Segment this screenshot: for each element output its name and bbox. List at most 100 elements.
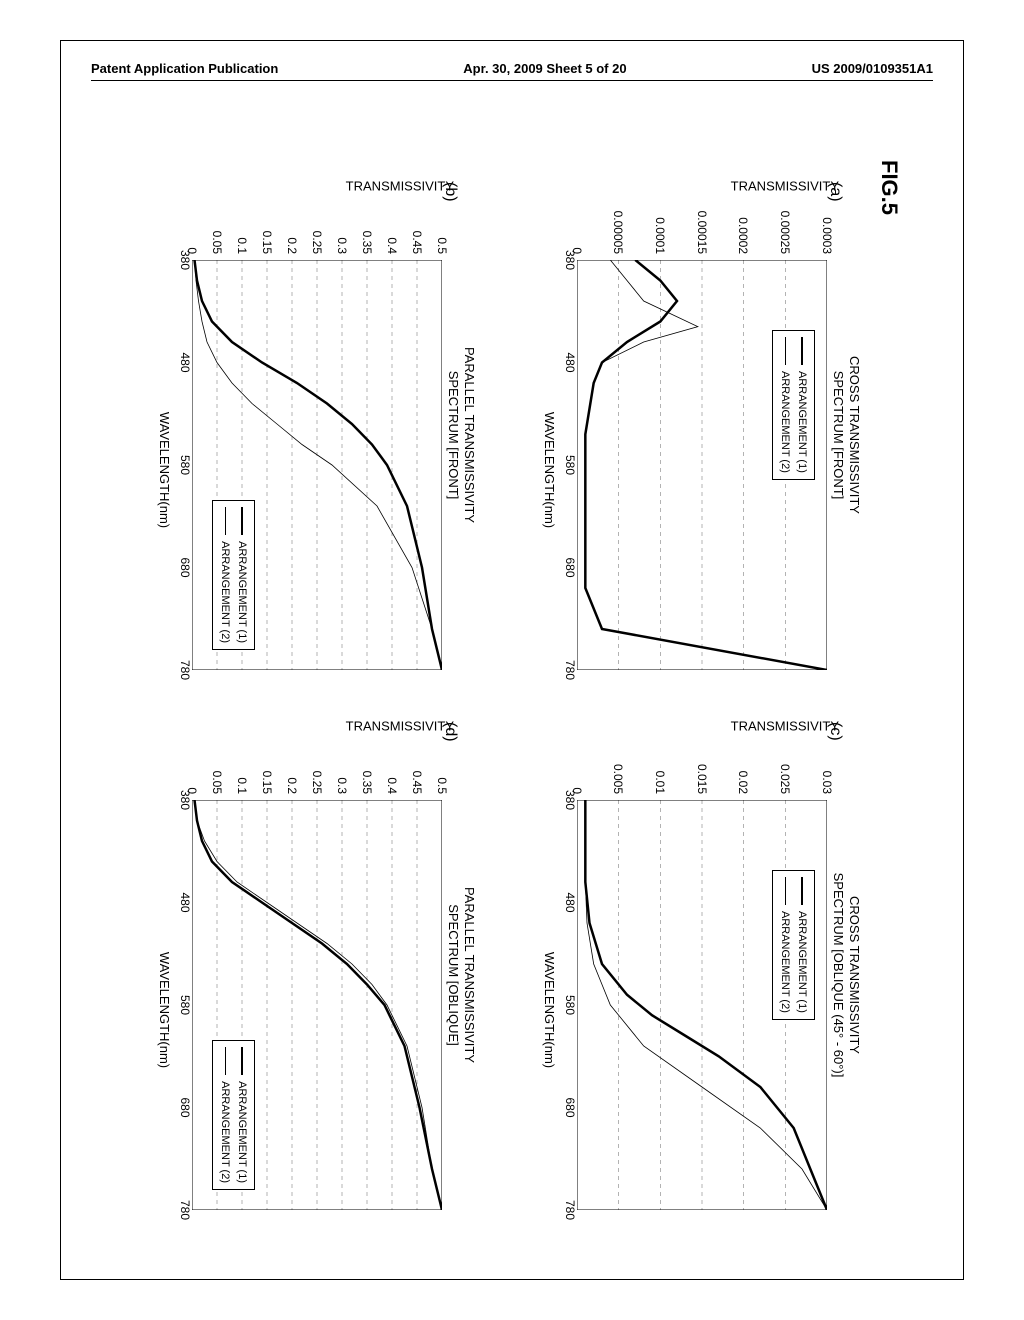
y-tick: 0.02 (736, 771, 750, 800)
x-tick: 580 (563, 995, 577, 1015)
y-tick: 0.15 (260, 771, 274, 800)
x-tick: 780 (563, 660, 577, 680)
header-left: Patent Application Publication (91, 61, 278, 76)
legend-label: ARRANGEMENT (2) (777, 371, 794, 473)
figure-content: FIG.5 (a)CROSS TRANSMISSIVITYSPECTRUM [F… (122, 160, 902, 1220)
header-right: US 2009/0109351A1 (812, 61, 933, 76)
y-tick: 0.005 (611, 764, 625, 800)
x-axis-label: WAVELENGTH(nm) (542, 800, 557, 1220)
y-tick: 0.2 (285, 777, 299, 800)
legend: ARRANGEMENT (1)ARRANGEMENT (2) (212, 1040, 255, 1190)
chart-plot: 00.0050.010.0150.020.0250.03ARRANGEMENT … (577, 800, 827, 1210)
panel-d: (d)PARALLEL TRANSMISSIVITYSPECTRUM [OBLI… (122, 730, 477, 1220)
x-tick: 680 (178, 1097, 192, 1117)
y-tick: 0.3 (335, 777, 349, 800)
legend: ARRANGEMENT (1)ARRANGEMENT (2) (772, 870, 815, 1020)
header-center: Apr. 30, 2009 Sheet 5 of 20 (463, 61, 626, 76)
y-tick: 0.45 (410, 771, 424, 800)
y-axis-label: TRANSMISSIVITY (731, 719, 839, 734)
legend-item: ARRANGEMENT (1) (793, 337, 810, 473)
y-tick: 0.25 (310, 771, 324, 800)
legend-line-icon (225, 1047, 226, 1075)
panel-c: (c)CROSS TRANSMISSIVITYSPECTRUM [OBLIQUE… (507, 730, 862, 1220)
chart-title: CROSS TRANSMISSIVITYSPECTRUM [FRONT] (831, 190, 862, 680)
legend-label: ARRANGEMENT (1) (233, 541, 250, 643)
page-header: Patent Application Publication Apr. 30, … (91, 61, 933, 81)
legend-line-icon (225, 507, 226, 535)
legend-label: ARRANGEMENT (1) (233, 1081, 250, 1183)
legend-label: ARRANGEMENT (2) (217, 541, 234, 643)
legend-line-icon (801, 337, 803, 365)
y-tick: 0.25 (310, 231, 324, 260)
chart-title: CROSS TRANSMISSIVITYSPECTRUM [OBLIQUE (4… (831, 730, 862, 1220)
y-tick: 0.35 (360, 231, 374, 260)
legend-label: ARRANGEMENT (2) (777, 911, 794, 1013)
y-tick: 0.3 (335, 237, 349, 260)
x-tick: 780 (178, 1200, 192, 1220)
chart-title: PARALLEL TRANSMISSIVITYSPECTRUM [OBLIQUE… (446, 730, 477, 1220)
x-axis-label: WAVELENGTH(nm) (157, 260, 172, 680)
legend-line-icon (241, 1047, 243, 1075)
chart-plot: 00.050.10.150.20.250.30.350.40.450.5ARRA… (192, 260, 442, 670)
x-tick: 480 (178, 352, 192, 372)
x-tick: 480 (178, 892, 192, 912)
legend: ARRANGEMENT (1)ARRANGEMENT (2) (212, 500, 255, 650)
y-tick: 0.35 (360, 771, 374, 800)
legend-item: ARRANGEMENT (1) (793, 877, 810, 1013)
x-axis-label: WAVELENGTH(nm) (157, 800, 172, 1220)
y-tick: 0.0001 (653, 217, 667, 260)
y-tick: 0.015 (695, 764, 709, 800)
panel-a: (a)CROSS TRANSMISSIVITYSPECTRUM [FRONT]0… (507, 190, 862, 680)
x-tick: 380 (563, 250, 577, 270)
y-tick: 0.5 (435, 237, 449, 260)
legend-line-icon (785, 337, 786, 365)
y-tick: 0.00015 (695, 211, 709, 260)
legend-label: ARRANGEMENT (1) (793, 911, 810, 1013)
y-tick: 0.45 (410, 231, 424, 260)
legend-label: ARRANGEMENT (1) (793, 371, 810, 473)
legend-line-icon (785, 877, 786, 905)
panel-b: (b)PARALLEL TRANSMISSIVITYSPECTRUM [FRON… (122, 190, 477, 680)
legend-line-icon (801, 877, 803, 905)
x-tick: 580 (563, 455, 577, 475)
y-tick: 0.1 (235, 777, 249, 800)
y-axis-label: TRANSMISSIVITY (731, 179, 839, 194)
y-tick: 0.00025 (778, 211, 792, 260)
y-tick: 0.15 (260, 231, 274, 260)
legend-item: ARRANGEMENT (2) (777, 337, 794, 473)
legend-line-icon (241, 507, 243, 535)
x-tick: 780 (178, 660, 192, 680)
x-tick: 480 (563, 352, 577, 372)
y-tick: 0.025 (778, 764, 792, 800)
x-tick: 380 (178, 790, 192, 810)
legend-label: ARRANGEMENT (2) (217, 1081, 234, 1183)
x-tick: 380 (178, 250, 192, 270)
chart-grid: (a)CROSS TRANSMISSIVITYSPECTRUM [FRONT]0… (122, 190, 862, 1220)
legend-item: ARRANGEMENT (1) (233, 507, 250, 643)
y-tick: 0.01 (653, 771, 667, 800)
chart-plot: 00.000050.00010.000150.00020.000250.0003… (577, 260, 827, 670)
y-tick: 0.0002 (736, 217, 750, 260)
y-tick: 0.05 (210, 231, 224, 260)
y-tick: 0.4 (385, 777, 399, 800)
figure-rotated-container: FIG.5 (a)CROSS TRANSMISSIVITYSPECTRUM [F… (0, 289, 1024, 1091)
chart-title: PARALLEL TRANSMISSIVITYSPECTRUM [FRONT] (446, 190, 477, 680)
x-tick: 480 (563, 892, 577, 912)
y-tick: 0.2 (285, 237, 299, 260)
x-tick: 680 (563, 1097, 577, 1117)
x-tick: 380 (563, 790, 577, 810)
y-tick: 0.1 (235, 237, 249, 260)
x-axis-label: WAVELENGTH(nm) (542, 260, 557, 680)
x-tick: 680 (563, 557, 577, 577)
legend-item: ARRANGEMENT (1) (233, 1047, 250, 1183)
x-tick: 580 (178, 995, 192, 1015)
legend: ARRANGEMENT (1)ARRANGEMENT (2) (772, 330, 815, 480)
x-ticks: 380480580680780 (176, 800, 192, 1210)
y-tick: 0.0003 (820, 217, 834, 260)
x-ticks: 380480580680780 (561, 800, 577, 1210)
x-tick: 680 (178, 557, 192, 577)
y-tick: 0.4 (385, 237, 399, 260)
y-axis-label: TRANSMISSIVITY (346, 179, 454, 194)
y-tick: 0.03 (820, 771, 834, 800)
x-ticks: 380480580680780 (561, 260, 577, 670)
